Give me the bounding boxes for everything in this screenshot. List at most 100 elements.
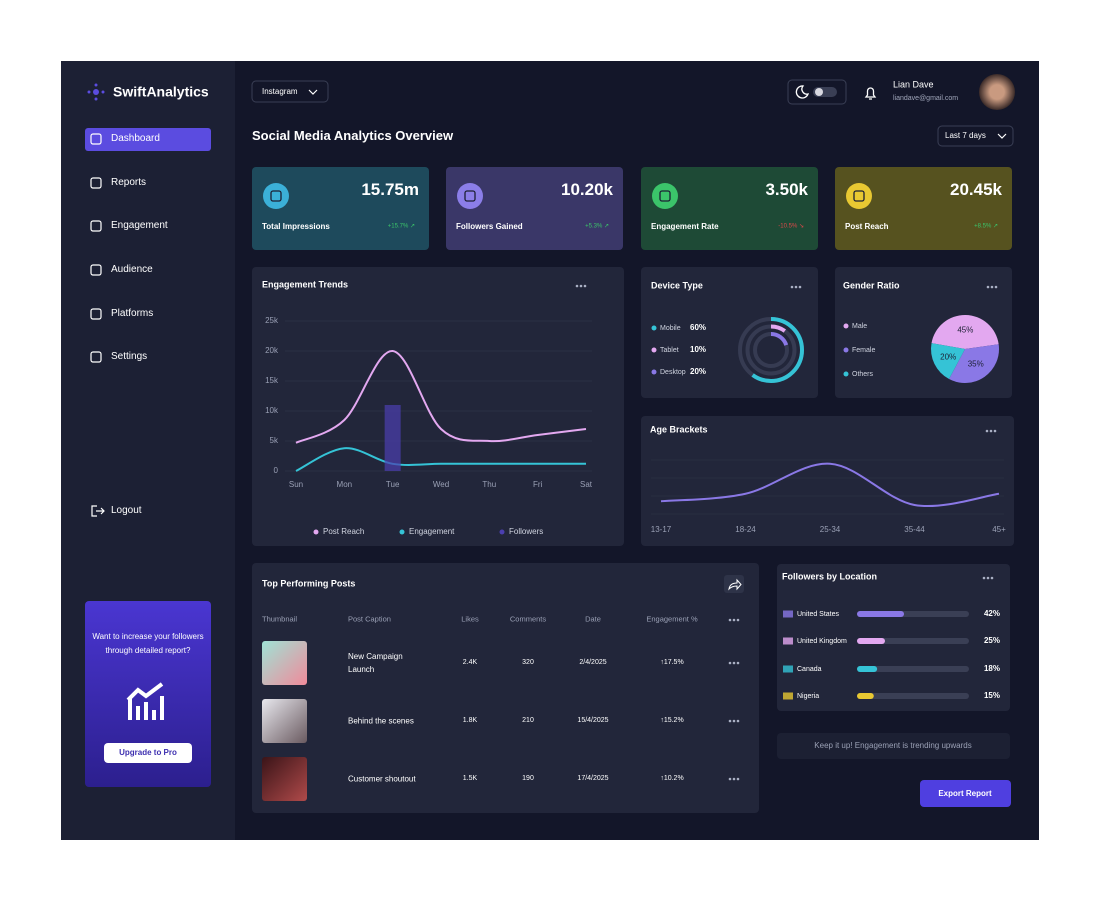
page-title: Social Media Analytics Overview <box>252 128 454 144</box>
menu-dot[interactable] <box>790 285 794 289</box>
value-label: 18% <box>984 664 1000 673</box>
series-line <box>295 447 586 472</box>
slice-label: 35% <box>968 359 984 368</box>
user-name: Lian Dave <box>893 79 934 90</box>
slice-label: 20% <box>940 352 956 361</box>
y-tick-label: 20k <box>265 346 279 355</box>
x-tick-label: Mon <box>337 480 353 489</box>
kpi-value: 20.45k <box>950 179 1002 199</box>
card <box>777 564 1010 711</box>
menu-dot[interactable] <box>993 429 997 433</box>
menu-dot[interactable] <box>736 777 740 781</box>
kpi-change: +15.7% ↗ <box>387 223 415 230</box>
kpi-icon <box>263 183 289 209</box>
menu-dot[interactable] <box>986 576 990 580</box>
menu-dot[interactable] <box>990 576 994 580</box>
card <box>252 267 624 546</box>
menu-dot[interactable] <box>990 285 994 289</box>
menu-dot[interactable] <box>579 284 583 288</box>
table-cell: 1.8K <box>462 716 478 724</box>
kpi-change: -10.5% ↘ <box>778 223 804 230</box>
menu-dot[interactable] <box>736 719 740 723</box>
menu-dot[interactable] <box>989 429 993 433</box>
nav-item[interactable]: Engagement <box>111 220 168 231</box>
export-label[interactable]: Export Report <box>938 789 992 799</box>
nav-item[interactable]: Platforms <box>111 308 154 319</box>
bell-icon[interactable] <box>864 87 877 100</box>
menu-dot[interactable] <box>728 618 732 622</box>
column-header: Date <box>585 614 601 624</box>
upgrade-button[interactable] <box>104 743 192 763</box>
value-label: 42% <box>984 609 1000 618</box>
chart-title: Device Type <box>651 280 703 291</box>
series-line <box>660 462 1000 507</box>
menu-dot[interactable] <box>985 429 989 433</box>
post-caption: New Campaign Launch <box>348 652 403 674</box>
menu-dot[interactable] <box>982 576 986 580</box>
pie-slice <box>931 314 999 349</box>
y-tick-label: 10k <box>265 406 279 415</box>
nav-active[interactable] <box>85 128 211 151</box>
logout-icon <box>91 505 105 517</box>
bar <box>857 666 878 672</box>
nav-icon <box>90 177 102 189</box>
export-button[interactable] <box>920 780 1011 807</box>
ring-arc <box>738 317 804 383</box>
menu-dot[interactable] <box>732 661 736 665</box>
legend-label: Mobile <box>660 325 681 332</box>
chart-title: Followers by Location <box>782 571 878 582</box>
moon-icon <box>795 85 810 99</box>
bar <box>857 611 905 617</box>
menu-dot[interactable] <box>736 661 740 665</box>
platform-label[interactable]: Instagram <box>262 87 298 97</box>
table-cell: 320 <box>522 658 534 666</box>
legend-label: Male <box>852 323 867 330</box>
menu-dot[interactable] <box>736 618 740 622</box>
message-box <box>777 733 1010 759</box>
platform-select[interactable] <box>251 80 329 103</box>
legend-dot <box>399 529 405 535</box>
nav-item[interactable]: Settings <box>111 351 148 362</box>
thumbnail <box>262 757 307 801</box>
legend-dot <box>651 347 657 353</box>
menu-dot[interactable] <box>728 661 732 665</box>
legend-label: Followers <box>509 527 543 536</box>
column-header: Comments <box>509 614 547 624</box>
range-label[interactable]: Last 7 days <box>945 131 986 141</box>
nav-item[interactable]: Dashboard <box>111 133 160 144</box>
nav-icon <box>90 133 102 145</box>
promo-button-label[interactable]: Upgrade to Pro <box>119 748 177 758</box>
menu-dot[interactable] <box>728 719 732 723</box>
nav-item[interactable]: Reports <box>111 177 147 188</box>
flag <box>783 610 793 618</box>
value-label: 15% <box>984 691 1000 700</box>
menu-dot[interactable] <box>583 284 587 288</box>
theme-toggle[interactable] <box>787 79 847 105</box>
menu-dot[interactable] <box>732 719 736 723</box>
menu-dot[interactable] <box>728 777 732 781</box>
kpi-value: 3.50k <box>765 179 808 199</box>
menu-dot[interactable] <box>994 285 998 289</box>
y-tick-label: 5k <box>270 436 279 445</box>
menu-dot[interactable] <box>732 777 736 781</box>
legend-dot <box>499 529 505 535</box>
x-tick-label: 35-44 <box>904 525 925 534</box>
menu-dot[interactable] <box>986 285 990 289</box>
menu-dot[interactable] <box>575 284 579 288</box>
menu-dot[interactable] <box>798 285 802 289</box>
range-select[interactable] <box>937 125 1014 147</box>
pie-slice <box>930 343 965 380</box>
slice-label: 45% <box>957 325 973 334</box>
logout[interactable]: Logout <box>111 505 142 516</box>
legend-dot <box>651 369 657 375</box>
ring-arc <box>753 332 789 368</box>
menu-dot[interactable] <box>794 285 798 289</box>
menu-dot[interactable] <box>732 618 736 622</box>
avatar[interactable] <box>979 74 1015 110</box>
legend-label: Engagement <box>409 527 455 536</box>
table-title: Top Performing Posts <box>262 578 356 589</box>
nav-item[interactable]: Audience <box>111 264 153 275</box>
bar <box>857 638 885 644</box>
table-cell: ↑17.5% <box>660 658 684 666</box>
kpi-card <box>252 167 429 250</box>
